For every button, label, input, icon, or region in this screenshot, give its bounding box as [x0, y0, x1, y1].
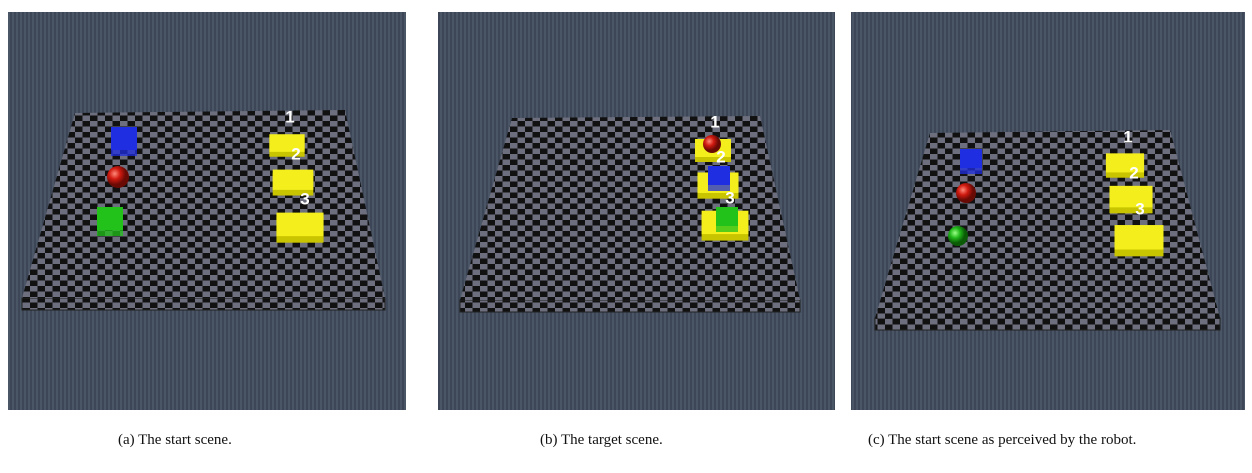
slot-label: 3	[300, 189, 309, 208]
tile	[1105, 153, 1145, 173]
cube	[111, 127, 137, 150]
cube	[708, 166, 730, 185]
caption: (b) The target scene.	[540, 432, 663, 448]
tile	[1114, 225, 1164, 250]
slot-label: 2	[291, 144, 300, 163]
sphere	[107, 166, 129, 188]
sphere	[956, 183, 976, 203]
sphere	[948, 226, 968, 246]
sphere	[703, 135, 721, 153]
board-edge	[874, 317, 1221, 331]
board	[875, 130, 1220, 318]
tile	[1109, 185, 1153, 208]
tile	[269, 134, 305, 152]
tile	[272, 169, 314, 190]
slot-label: 2	[1129, 163, 1138, 182]
slot-label: 1	[285, 107, 294, 126]
cube	[97, 207, 123, 230]
board-edge	[21, 297, 386, 311]
scenes: 1 2 3 1 2 3 1 2 3	[8, 12, 1245, 410]
caption: (c) The start scene as perceived by the …	[868, 432, 1137, 448]
slot-label: 1	[710, 112, 719, 131]
slot-label: 1	[1123, 127, 1132, 146]
cube	[960, 149, 982, 168]
caption: (a) The start scene.	[118, 432, 232, 448]
tile	[276, 212, 324, 237]
board-edge	[459, 299, 801, 313]
slot-label: 3	[1135, 199, 1144, 218]
board	[22, 110, 385, 298]
cube	[716, 207, 738, 226]
board	[460, 116, 800, 300]
slot-label: 3	[725, 188, 734, 207]
slot-label: 2	[716, 147, 725, 166]
